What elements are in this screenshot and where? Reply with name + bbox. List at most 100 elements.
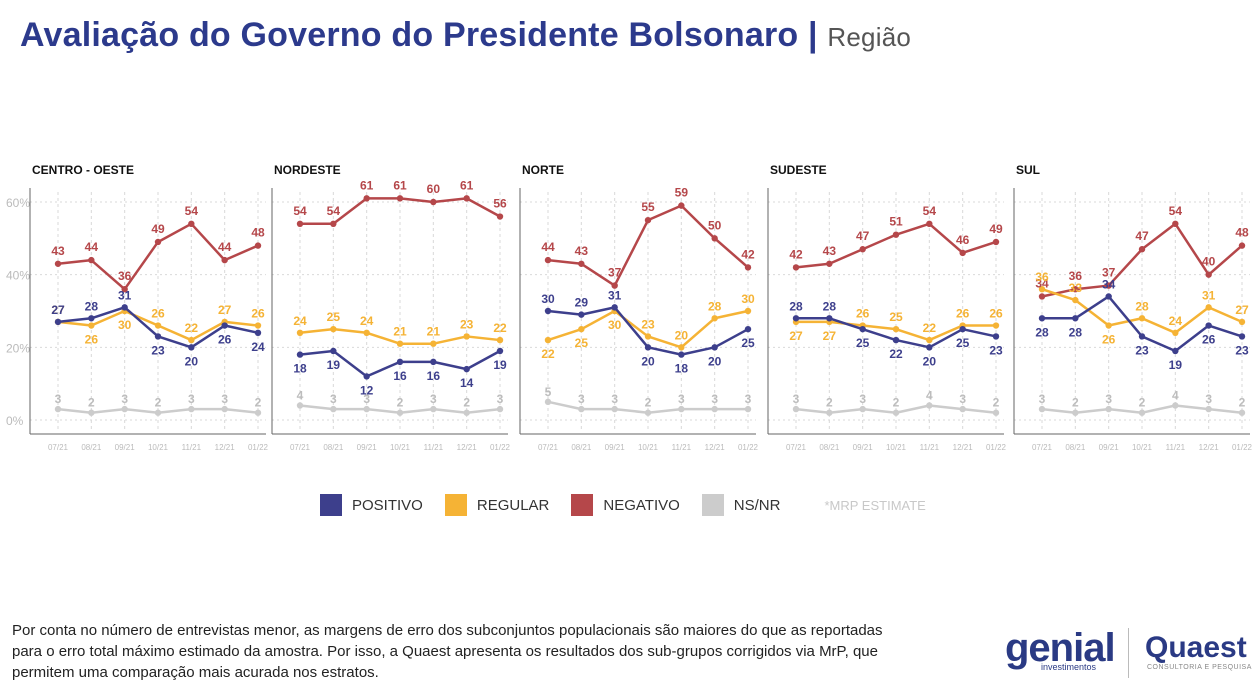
data-label: 3 [55, 392, 62, 406]
data-point [859, 246, 866, 253]
data-label: 22 [185, 321, 199, 335]
data-point [544, 398, 552, 406]
data-point [254, 409, 262, 416]
data-point [1205, 405, 1212, 413]
data-label: 26 [1102, 333, 1116, 347]
data-point [121, 405, 128, 413]
data-point [330, 325, 337, 333]
data-label: 3 [745, 392, 752, 406]
data-point [578, 325, 585, 333]
data-point [678, 344, 685, 351]
x-tick-label: 01/22 [738, 443, 759, 452]
data-point [121, 286, 128, 293]
x-tick-label: 01/22 [490, 443, 511, 452]
data-point [430, 340, 437, 347]
data-label: 22 [541, 347, 555, 361]
data-label: 3 [859, 392, 866, 406]
legend: POSITIVO REGULAR NEGATIVO NS/NR *MRP EST… [320, 494, 926, 516]
data-label: 44 [85, 240, 99, 254]
data-label: 2 [88, 396, 95, 410]
data-point [792, 315, 800, 322]
data-label: 60 [427, 182, 441, 196]
data-label: 2 [993, 396, 1000, 410]
data-point [578, 405, 585, 413]
data-label: 42 [789, 247, 803, 261]
data-label: 23 [460, 317, 474, 331]
x-tick-label: 11/21 [424, 443, 444, 452]
data-point [188, 344, 195, 351]
data-point [1072, 286, 1079, 293]
x-tick-label: 10/21 [390, 443, 411, 452]
x-tick-label: 11/21 [182, 443, 202, 452]
data-label: 23 [641, 317, 655, 331]
data-label: 25 [327, 310, 341, 324]
data-point [744, 264, 752, 271]
data-point [1172, 329, 1179, 336]
data-point [1105, 405, 1112, 413]
data-label: 20 [923, 354, 937, 368]
data-label: 46 [956, 233, 970, 247]
data-label: 23 [989, 343, 1003, 357]
x-tick-label: 08/21 [1065, 443, 1086, 452]
data-label: 28 [708, 299, 722, 313]
data-label: 49 [151, 222, 165, 236]
data-label: 54 [923, 204, 937, 218]
data-label: 14 [460, 376, 474, 390]
panel-title: CENTRO - OESTE [32, 163, 134, 177]
data-point [859, 325, 866, 333]
data-label: 43 [823, 244, 837, 258]
data-label: 3 [497, 392, 504, 406]
data-point [744, 307, 752, 315]
data-label: 51 [889, 215, 903, 229]
y-tick-label: 60% [6, 196, 30, 210]
data-label: 4 [297, 388, 304, 402]
data-label: 28 [1035, 325, 1049, 339]
data-label: 19 [1169, 358, 1183, 372]
data-label: 26 [85, 333, 99, 347]
data-label: 2 [1239, 396, 1246, 410]
data-label: 48 [1235, 226, 1249, 240]
data-label: 3 [1205, 392, 1212, 406]
data-label: 36 [1035, 270, 1049, 284]
x-tick-label: 10/21 [1132, 443, 1153, 452]
data-point [396, 195, 404, 202]
data-label: 20 [185, 354, 199, 368]
data-point [221, 405, 228, 413]
x-tick-label: 12/21 [953, 443, 974, 452]
data-label: 42 [741, 247, 755, 261]
data-label: 28 [85, 299, 99, 313]
data-point [826, 315, 833, 322]
data-label: 34 [1035, 276, 1049, 290]
data-label: 54 [327, 204, 341, 218]
data-label: 26 [251, 307, 265, 321]
data-point [1072, 315, 1079, 322]
data-label: 54 [293, 204, 307, 218]
data-label: 25 [956, 336, 970, 350]
data-point [1138, 409, 1146, 416]
data-point [330, 220, 337, 227]
data-point [54, 318, 62, 326]
data-point [1038, 405, 1046, 413]
data-label: 3 [363, 392, 370, 406]
title-separator: | [808, 16, 818, 54]
data-point [959, 249, 966, 257]
data-point [254, 329, 262, 336]
x-tick-label: 09/21 [357, 443, 378, 452]
data-label: 48 [251, 226, 265, 240]
x-tick-label: 07/21 [1032, 443, 1053, 452]
data-point [1138, 315, 1146, 322]
data-point [1238, 333, 1246, 340]
x-tick-label: 12/21 [215, 443, 236, 452]
data-label: 56 [493, 197, 507, 211]
data-label: 40 [1202, 255, 1216, 269]
data-label: 24 [360, 314, 374, 328]
data-label: 5 [545, 385, 552, 399]
data-label: 59 [675, 186, 689, 200]
data-point [221, 256, 228, 264]
data-point [826, 409, 833, 416]
data-point [254, 242, 262, 249]
panel-title: NORDESTE [274, 163, 341, 177]
x-tick-label: 11/21 [920, 443, 940, 452]
data-point [1238, 242, 1246, 249]
data-point [430, 358, 437, 366]
